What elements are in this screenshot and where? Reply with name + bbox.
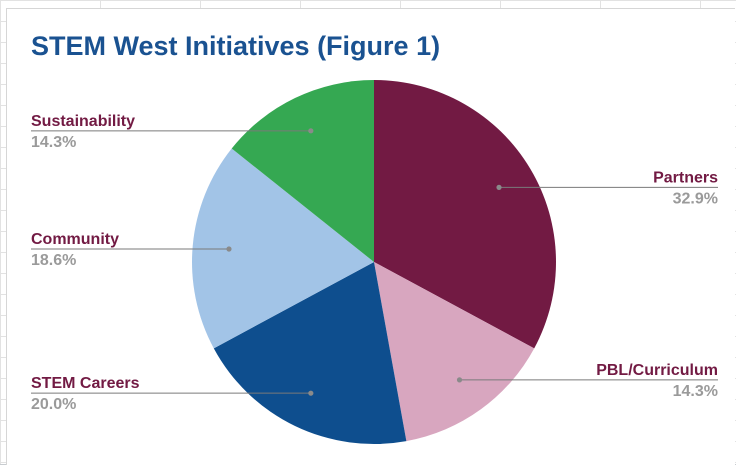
slice-label-stem-careers: STEM Careers xyxy=(31,375,140,392)
pie-slice-sustainability[interactable] xyxy=(231,80,374,262)
pie-slice-pbl-curriculum[interactable] xyxy=(374,262,535,442)
leader-dot-pbl-curriculum xyxy=(456,377,463,383)
slice-label-sustainability: Sustainability xyxy=(31,113,135,130)
slice-label-partners: Partners xyxy=(653,169,718,186)
slice-label-community: Community xyxy=(31,231,119,248)
chart-title: STEM West Initiatives (Figure 1) xyxy=(31,31,441,61)
slice-value-partners: 32.9% xyxy=(673,190,718,207)
leader-dot-community xyxy=(226,246,232,252)
slice-value-pbl-curriculum: 14.3% xyxy=(673,383,718,400)
slice-value-community: 18.6% xyxy=(31,252,76,269)
pie-chart: Partners 32.9% PBL/Curriculum 14.3% STEM Car… xyxy=(31,80,718,445)
leader-dot-partners xyxy=(496,184,502,190)
slice-label-pbl-curriculum: PBL/Curriculum xyxy=(596,362,718,379)
pie-slice-stem-careers[interactable] xyxy=(213,262,407,445)
pie-slice-partners[interactable] xyxy=(374,80,556,349)
chart-card[interactable]: STEM West Initiatives (Figure 1) Partner… xyxy=(6,8,735,465)
leader-dot-stem-careers xyxy=(308,390,314,396)
pie-slice-community[interactable] xyxy=(192,148,374,349)
slice-value-stem-careers: 20.0% xyxy=(31,396,76,413)
leader-dot-sustainability xyxy=(308,128,314,134)
slice-value-sustainability: 14.3% xyxy=(31,134,76,151)
